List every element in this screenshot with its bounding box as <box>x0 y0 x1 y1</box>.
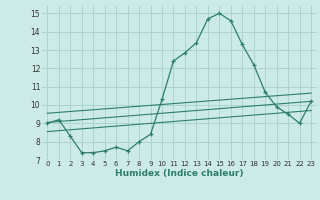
X-axis label: Humidex (Indice chaleur): Humidex (Indice chaleur) <box>115 169 244 178</box>
